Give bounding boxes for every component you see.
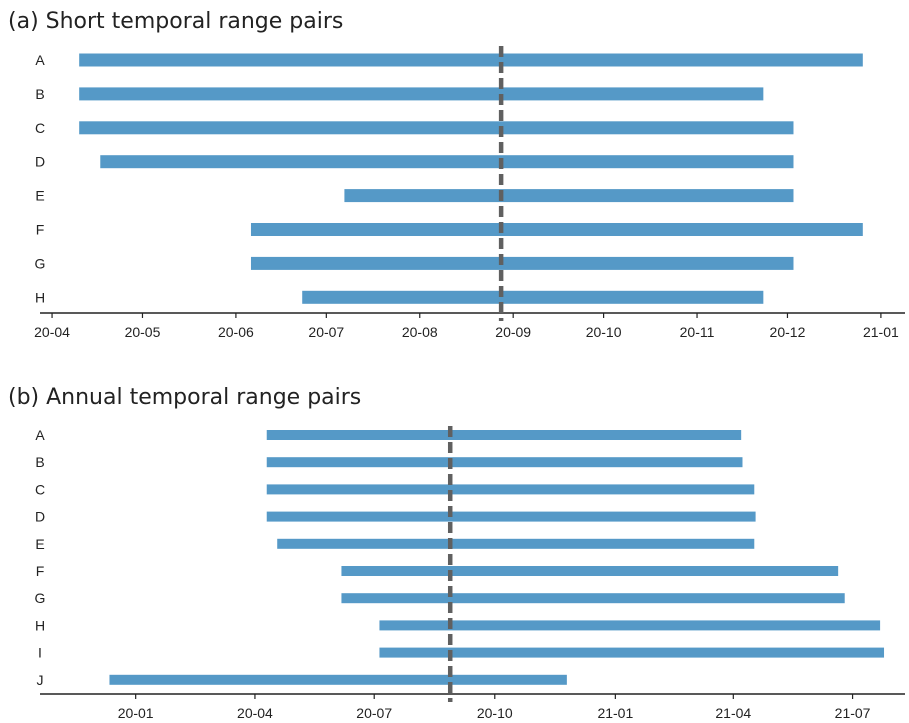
- row-label-d: D: [35, 509, 45, 525]
- range-bar-b: [266, 457, 743, 468]
- row-label-h: H: [35, 289, 45, 305]
- range-bar-i: [379, 647, 885, 658]
- x-tick-label: 20-07: [356, 705, 392, 721]
- range-bar-d: [266, 511, 756, 522]
- row-label-d: D: [35, 154, 45, 170]
- row-label-i: I: [38, 645, 42, 661]
- row-label-a: A: [35, 52, 45, 68]
- row-label-e: E: [35, 536, 44, 552]
- row-label-b: B: [35, 86, 44, 102]
- x-tick-label: 21-01: [863, 324, 899, 340]
- range-bar-f: [341, 566, 839, 576]
- panel-b-title: (b) Annual temporal range pairs: [8, 385, 361, 410]
- x-tick-label: 20-05: [125, 324, 161, 340]
- row-label-b: B: [35, 454, 44, 470]
- range-bar-f: [250, 223, 863, 236]
- x-tick-label: 21-01: [597, 705, 633, 721]
- x-tick-label: 20-12: [770, 324, 806, 340]
- x-tick-label: 20-08: [402, 324, 438, 340]
- row-label-g: G: [35, 590, 46, 606]
- range-bar-b: [79, 87, 764, 101]
- x-tick-label: 20-04: [237, 705, 273, 721]
- row-label-f: F: [36, 222, 45, 238]
- x-tick-label: 21-04: [715, 705, 751, 721]
- range-bar-g: [250, 256, 794, 270]
- x-tick-label: 20-06: [218, 324, 254, 340]
- row-label-g: G: [35, 255, 46, 271]
- row-label-j: J: [37, 672, 44, 688]
- range-bar-c: [79, 121, 794, 135]
- panel-a-chart: A B C D E F G H 20-04 20-05 20-06 20-07 20-08 20-09 20…: [34, 46, 905, 340]
- row-label-f: F: [36, 563, 45, 579]
- x-tick-label: 20-09: [495, 324, 531, 340]
- row-label-h: H: [35, 617, 45, 633]
- row-label-a: A: [35, 427, 45, 443]
- row-label-c: C: [35, 481, 45, 497]
- range-bar-c: [266, 484, 755, 495]
- range-bar-e: [344, 189, 794, 203]
- range-bar-h: [302, 290, 764, 304]
- x-tick-label: 20-01: [118, 705, 154, 721]
- range-bar-a: [266, 430, 742, 440]
- x-tick-label: 20-11: [680, 324, 715, 340]
- x-tick-label: 20-10: [586, 324, 622, 340]
- panel-a-title: (a) Short temporal range pairs: [8, 9, 343, 34]
- range-bar-g: [341, 593, 845, 604]
- range-bar-d: [100, 155, 794, 169]
- x-tick-label: 21-07: [835, 705, 871, 721]
- range-bar-j: [109, 674, 567, 685]
- range-bar-e: [277, 538, 755, 549]
- range-bar-h: [379, 620, 881, 631]
- x-tick-label: 20-04: [34, 324, 70, 340]
- row-label-c: C: [35, 120, 45, 136]
- range-bar-a: [79, 53, 863, 67]
- x-tick-label: 20-10: [477, 705, 513, 721]
- row-label-e: E: [35, 188, 44, 204]
- x-tick-label: 20-07: [308, 324, 344, 340]
